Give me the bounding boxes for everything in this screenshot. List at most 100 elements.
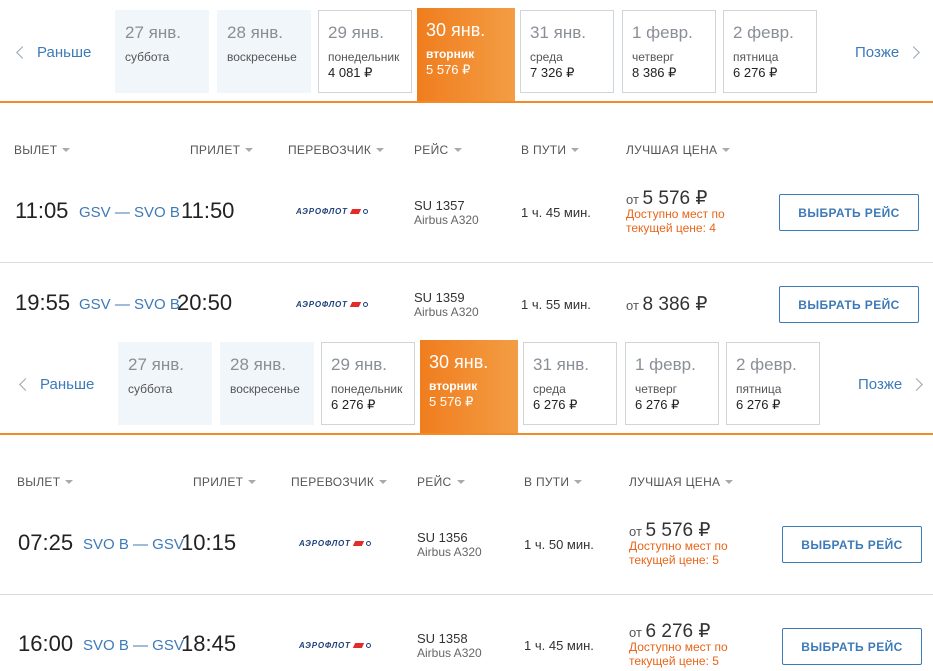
- day-price: 5 576 ₽: [426, 62, 471, 77]
- duration: 1 ч. 45 мин.: [524, 638, 594, 653]
- date-strip: Раньше 27 янв. суббота 28 янв. воскресен…: [0, 332, 933, 435]
- availability-line: текущей цене: 4: [626, 221, 716, 235]
- aeroflot-logo: АЭРОФЛОТ: [296, 207, 368, 216]
- aircraft: Airbus A320: [417, 646, 482, 660]
- sort-carrier[interactable]: ПЕРЕВОЗЧИК: [288, 143, 385, 157]
- day-tab-29[interactable]: 29 янв. понедельник 4 081 ₽: [318, 10, 412, 93]
- earlier-label: Раньше: [37, 44, 92, 61]
- day-tab-feb-1[interactable]: 1 февр. четверг 8 386 ₽: [622, 10, 716, 93]
- return-section: Раньше 27 янв. суббота 28 янв. воскресен…: [0, 332, 933, 668]
- day-tab-31[interactable]: 31 янв. среда 7 326 ₽: [520, 10, 614, 93]
- flight-number: SU 1356: [417, 530, 468, 545]
- day-weekday: четверг: [635, 382, 677, 396]
- day-tab-feb-1[interactable]: 1 февр. четверг 6 276 ₽: [625, 342, 719, 425]
- sort-depart[interactable]: ВЫЛЕТ: [14, 143, 71, 157]
- price-value: 8 386 ₽: [642, 294, 708, 315]
- sort-arrive[interactable]: ПРИЛЕТ: [193, 475, 257, 489]
- day-tab-29[interactable]: 29 янв. понедельник 6 276 ₽: [321, 342, 415, 425]
- select-flight-button[interactable]: ВЫБРАТЬ РЕЙС: [782, 628, 922, 665]
- day-date: 30 янв.: [429, 352, 489, 372]
- caret-down-icon: [456, 480, 465, 484]
- sort-duration[interactable]: В ПУТИ: [524, 475, 583, 489]
- col-carrier-label: ПЕРЕВОЗЧИК: [288, 143, 372, 157]
- day-tab-28[interactable]: 28 янв. воскресенье: [217, 10, 311, 93]
- depart-time: 07:25: [18, 530, 74, 555]
- select-flight-button[interactable]: ВЫБРАТЬ РЕЙС: [779, 286, 919, 323]
- sort-flight[interactable]: РЕЙС: [414, 143, 462, 157]
- depart-time: 11:05: [15, 198, 69, 223]
- flight-row: 16:00 SVO B — GSV 18:45 АЭРОФЛОТ SU 1358…: [0, 596, 933, 671]
- arrive-time: 10:15: [181, 530, 237, 555]
- select-flight-button[interactable]: ВЫБРАТЬ РЕЙС: [779, 194, 919, 231]
- sort-flight[interactable]: РЕЙС: [417, 475, 465, 489]
- day-price: 4 081 ₽: [328, 65, 373, 80]
- day-date: 2 февр.: [736, 355, 797, 374]
- flight-number: SU 1359: [414, 290, 465, 305]
- caret-down-icon: [574, 480, 583, 484]
- day-tab-27[interactable]: 27 янв. суббота: [118, 342, 212, 425]
- day-tab-30-selected[interactable]: 30 янв. вторник 5 576 ₽: [420, 340, 518, 433]
- route: GSV — SVO B: [79, 204, 180, 221]
- col-flight-label: РЕЙС: [417, 475, 452, 489]
- earlier-button[interactable]: Раньше: [19, 376, 94, 393]
- caret-down-icon: [376, 148, 385, 152]
- arrive-time: 18:45: [181, 631, 237, 656]
- date-strip: Раньше 27 янв. суббота 28 янв. воскресен…: [0, 0, 933, 103]
- sort-price[interactable]: ЛУЧШАЯ ЦЕНА: [629, 475, 734, 489]
- availability-note: Доступно мест по текущей цене: 4: [626, 207, 725, 235]
- sort-depart[interactable]: ВЫЛЕТ: [17, 475, 74, 489]
- select-flight-button[interactable]: ВЫБРАТЬ РЕЙС: [782, 526, 922, 563]
- flight-row: 11:05 GSV — SVO B 11:50 АЭРОФЛОТ SU 1357…: [0, 183, 933, 263]
- duration: 1 ч. 50 мин.: [524, 537, 594, 552]
- day-date: 29 янв.: [331, 355, 387, 374]
- sort-carrier[interactable]: ПЕРЕВОЗЧИК: [291, 475, 388, 489]
- availability-line: Доступно мест по: [626, 207, 725, 221]
- availability-line: текущей цене: 5: [629, 654, 719, 668]
- later-label: Позже: [858, 376, 903, 393]
- flight-number: SU 1358: [417, 631, 468, 646]
- day-price: 6 276 ₽: [733, 65, 778, 80]
- caret-down-icon: [722, 148, 731, 152]
- day-date: 28 янв.: [230, 355, 286, 374]
- day-date: 29 янв.: [328, 23, 384, 42]
- col-flight-label: РЕЙС: [414, 143, 449, 157]
- day-weekday: понедельник: [328, 50, 400, 64]
- day-tab-31[interactable]: 31 янв. среда 6 276 ₽: [523, 342, 617, 425]
- globe-icon: [365, 643, 371, 648]
- day-tab-feb-2[interactable]: 2 февр. пятница 6 276 ₽: [723, 10, 817, 93]
- best-price: от 8 386 ₽: [626, 293, 707, 316]
- globe-icon: [362, 209, 368, 214]
- day-weekday: воскресенье: [227, 50, 297, 64]
- price-prefix: от: [629, 524, 642, 539]
- day-weekday: вторник: [426, 47, 475, 61]
- day-tab-28[interactable]: 28 янв. воскресенье: [220, 342, 314, 425]
- day-tab-27[interactable]: 27 янв. суббота: [115, 10, 209, 93]
- day-date: 27 янв.: [128, 355, 184, 374]
- availability-note: Доступно мест по текущей цене: 5: [629, 640, 728, 668]
- sort-duration[interactable]: В ПУТИ: [521, 143, 580, 157]
- day-weekday: понедельник: [331, 382, 403, 396]
- col-duration-label: В ПУТИ: [524, 475, 570, 489]
- sort-price[interactable]: ЛУЧШАЯ ЦЕНА: [626, 143, 731, 157]
- earlier-button[interactable]: Раньше: [16, 44, 92, 61]
- caret-down-icon: [725, 480, 734, 484]
- later-button[interactable]: Позже: [858, 376, 924, 393]
- col-arrive-label: ПРИЛЕТ: [193, 475, 244, 489]
- chevron-left-icon: [16, 46, 29, 59]
- col-arrive-label: ПРИЛЕТ: [190, 143, 241, 157]
- col-price-label: ЛУЧШАЯ ЦЕНА: [626, 143, 718, 157]
- day-weekday: среда: [533, 382, 566, 396]
- best-price: от 5 576 ₽: [626, 187, 707, 210]
- later-button[interactable]: Позже: [855, 44, 921, 61]
- day-date: 31 янв.: [530, 23, 586, 42]
- sort-arrive[interactable]: ПРИЛЕТ: [190, 143, 254, 157]
- day-tab-30-selected[interactable]: 30 янв. вторник 5 576 ₽: [417, 8, 515, 101]
- day-tab-feb-2[interactable]: 2 февр. пятница 6 276 ₽: [726, 342, 820, 425]
- col-duration-label: В ПУТИ: [521, 143, 567, 157]
- later-label: Позже: [855, 44, 900, 61]
- caret-down-icon: [245, 148, 254, 152]
- availability-note: Доступно мест по текущей цене: 5: [629, 539, 728, 567]
- day-date: 1 февр.: [632, 23, 693, 42]
- day-weekday: пятница: [733, 50, 779, 64]
- day-price: 6 276 ₽: [635, 397, 680, 412]
